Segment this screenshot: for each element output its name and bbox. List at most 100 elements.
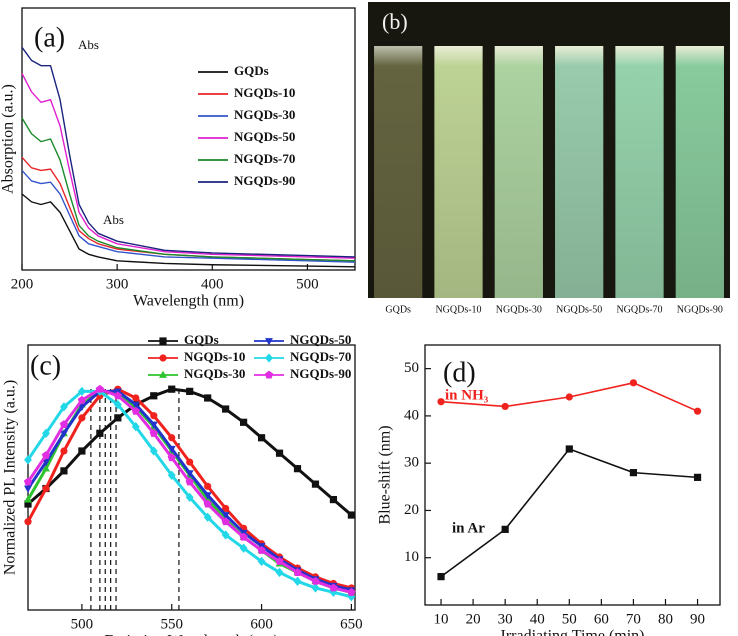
marker (629, 469, 638, 477)
marker (186, 387, 194, 395)
marker (293, 568, 302, 576)
marker (257, 434, 266, 442)
marker (257, 556, 266, 567)
marker (275, 557, 284, 565)
y-tick-label: 40 (404, 407, 419, 423)
marker (293, 576, 302, 586)
legend-label: GQDs (184, 332, 219, 347)
series-line (21, 156, 356, 262)
marker (693, 407, 702, 415)
x-tick-label: 10 (434, 611, 449, 627)
marker (329, 583, 338, 592)
x-tick-label: 500 (71, 616, 94, 632)
marker (257, 546, 266, 554)
marker (42, 484, 50, 493)
marker (131, 422, 140, 432)
marker (311, 583, 320, 593)
marker (150, 392, 158, 400)
sample-label: NGQDs-10 (435, 304, 481, 315)
marker (24, 495, 32, 503)
series-line (21, 117, 356, 262)
series-line (440, 448, 698, 578)
marker (150, 412, 158, 420)
marker (501, 402, 509, 411)
marker (186, 458, 194, 466)
panel-title: (b) (382, 9, 408, 34)
sample-label: GQDs (385, 304, 411, 315)
x-tick-label: 650 (340, 616, 363, 632)
x-tick-label: 90 (690, 611, 705, 627)
series-line (21, 73, 356, 259)
cuvette (434, 46, 483, 298)
marker (221, 517, 230, 526)
marker (113, 399, 122, 410)
marker (131, 406, 140, 415)
marker (329, 587, 338, 598)
marker (24, 518, 32, 526)
marker (149, 446, 158, 456)
x-tick-label: 80 (658, 611, 673, 627)
panel-title: (c) (30, 350, 61, 381)
x-tick-label: 50 (562, 611, 577, 627)
marker (629, 379, 638, 387)
y-tick-label: 30 (404, 455, 419, 471)
marker (437, 573, 445, 581)
marker (239, 532, 248, 541)
plot-frame (21, 7, 356, 271)
x-axis-label: Irradiating Time (min) (501, 628, 645, 636)
marker (311, 480, 320, 488)
photo-background (368, 2, 730, 298)
marker (78, 447, 86, 455)
legend-label: NGQDs-50 (290, 332, 351, 347)
panel-title: (a) (34, 22, 65, 53)
y-tick-label: 10 (404, 549, 419, 565)
y-tick-label: 20 (404, 502, 419, 518)
marker (565, 445, 573, 453)
series-line (26, 387, 352, 590)
marker (114, 414, 122, 422)
panel-title: (d) (443, 357, 476, 388)
cuvette (494, 46, 543, 298)
x-tick-label: 20 (466, 611, 481, 627)
marker (42, 428, 50, 439)
marker (60, 447, 68, 455)
marker (204, 394, 212, 402)
legend-label: NGQDs-30 (184, 366, 245, 381)
marker (222, 405, 230, 413)
cuvette (555, 46, 604, 298)
marker (167, 470, 176, 480)
marker (437, 398, 445, 406)
sample-label: NGQDs-30 (496, 304, 542, 315)
marker (329, 495, 338, 504)
marker (203, 499, 212, 508)
series-line (21, 46, 356, 258)
marker (132, 394, 140, 402)
marker (185, 492, 194, 503)
marker (185, 477, 194, 486)
marker (347, 511, 356, 519)
marker (24, 455, 32, 465)
series-label: in NH₃ (445, 387, 489, 403)
cuvette (675, 46, 724, 298)
cuvette (615, 46, 664, 298)
marker (185, 470, 194, 478)
marker (501, 525, 509, 533)
y-axis-label: Blue-shift (nm) (377, 425, 394, 524)
marker (77, 386, 86, 397)
marker (565, 393, 573, 401)
series-line (26, 387, 352, 594)
x-tick-label: 300 (106, 276, 129, 292)
sample-label: NGQDs-50 (556, 304, 602, 315)
marker (264, 370, 274, 379)
series-label: in Ar (452, 520, 485, 536)
marker (203, 512, 212, 522)
marker (24, 500, 32, 508)
marker (240, 418, 248, 426)
marker (693, 473, 702, 481)
legend-label: NGQDs-90 (234, 173, 295, 188)
x-tick-label: 70 (626, 611, 641, 627)
legend-label: NGQDs-70 (290, 349, 351, 364)
marker (59, 420, 69, 428)
marker (113, 391, 122, 400)
